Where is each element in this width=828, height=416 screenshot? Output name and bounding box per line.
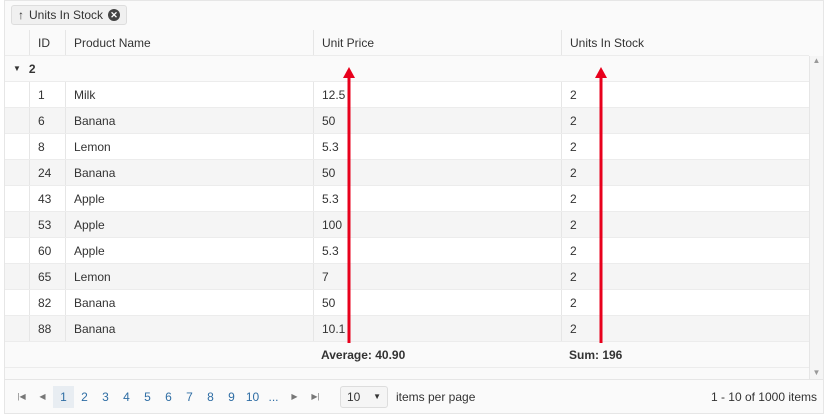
cell-id: 88 bbox=[29, 316, 65, 341]
cell-id: 1 bbox=[29, 82, 65, 107]
cell-unit-price: 5.3 bbox=[313, 238, 561, 263]
column-header-unit-price[interactable]: Unit Price bbox=[313, 30, 561, 55]
page-link[interactable]: 7 bbox=[186, 389, 193, 404]
group-header-row: ▼ 2 bbox=[5, 56, 809, 82]
table-row[interactable]: 43 Apple 5.3 2 bbox=[5, 186, 809, 212]
cell-unit-price: 50 bbox=[313, 160, 561, 185]
cell-product-name: Apple bbox=[65, 212, 313, 237]
page-link[interactable]: 4 bbox=[123, 389, 130, 404]
cell-product-name: Apple bbox=[65, 238, 313, 263]
page-link[interactable]: 8 bbox=[207, 389, 214, 404]
footer-average: Average: 40.90 bbox=[321, 347, 406, 362]
cell-unit-price: 100 bbox=[313, 212, 561, 237]
first-page-icon[interactable]: |◀ bbox=[17, 392, 26, 401]
page-size-select[interactable]: 10 ▼ bbox=[340, 385, 388, 408]
cell-unit-price: 5.3 bbox=[313, 186, 561, 211]
arrow-up-icon: ↑ bbox=[18, 8, 24, 22]
cell-id: 43 bbox=[29, 186, 65, 211]
cell-units-in-stock: 2 bbox=[561, 290, 809, 315]
cell-product-name: Apple bbox=[65, 186, 313, 211]
cell-units-in-stock: 2 bbox=[561, 134, 809, 159]
pager-info: 1 - 10 of 1000 items bbox=[710, 389, 817, 404]
cell-id: 65 bbox=[29, 264, 65, 289]
footer-sum: Sum: 196 bbox=[569, 347, 623, 362]
page-link[interactable]: 1 bbox=[53, 385, 74, 408]
cell-product-name: Lemon bbox=[65, 134, 313, 159]
group-chip[interactable]: ↑ Units In Stock ✕ bbox=[11, 5, 128, 25]
close-circle-icon[interactable]: ✕ bbox=[108, 9, 121, 21]
cell-units-in-stock: 2 bbox=[561, 212, 809, 237]
table-row[interactable]: 88 Banana 10.1 2 bbox=[5, 316, 809, 342]
page-link[interactable]: 9 bbox=[228, 389, 235, 404]
prev-page-icon[interactable]: ◀ bbox=[39, 392, 46, 401]
cell-unit-price: 50 bbox=[313, 108, 561, 133]
cell-unit-price: 5.3 bbox=[313, 134, 561, 159]
cell-units-in-stock: 2 bbox=[561, 238, 809, 263]
last-page-icon[interactable]: ▶| bbox=[311, 392, 320, 401]
group-chip-label: Units In Stock bbox=[29, 8, 104, 22]
cell-product-name: Banana bbox=[65, 316, 313, 341]
cell-units-in-stock: 2 bbox=[561, 82, 809, 107]
table-row[interactable]: 24 Banana 50 2 bbox=[5, 160, 809, 186]
cell-unit-price: 12.5 bbox=[313, 82, 561, 107]
cell-product-name: Lemon bbox=[65, 264, 313, 289]
cell-product-name: Milk bbox=[65, 82, 313, 107]
cell-units-in-stock: 2 bbox=[561, 264, 809, 289]
table-row[interactable]: 53 Apple 100 2 bbox=[5, 212, 809, 238]
table-row[interactable]: 65 Lemon 7 2 bbox=[5, 264, 809, 290]
table-row[interactable]: 6 Banana 50 2 bbox=[5, 108, 809, 134]
cell-units-in-stock: 2 bbox=[561, 160, 809, 185]
cell-unit-price: 10.1 bbox=[313, 316, 561, 341]
cell-product-name: Banana bbox=[65, 108, 313, 133]
column-header-product-name[interactable]: Product Name bbox=[65, 30, 313, 55]
page-link[interactable]: 6 bbox=[165, 389, 172, 404]
group-panel: ↑ Units In Stock ✕ bbox=[5, 1, 823, 30]
cell-units-in-stock: 2 bbox=[561, 186, 809, 211]
pager: |◀ ◀ 1 2 3 4 5 6 7 8 9 10... ▶ ▶| 10 ▼ items per p… bbox=[5, 379, 823, 413]
page-size-value: 10 bbox=[347, 389, 361, 404]
cell-id: 24 bbox=[29, 160, 65, 185]
table-row[interactable]: 1 Milk 12.5 2 bbox=[5, 82, 809, 108]
cell-product-name: Banana bbox=[65, 160, 313, 185]
table-row[interactable]: 60 Apple 5.3 2 bbox=[5, 238, 809, 264]
column-header-units-in-stock[interactable]: Units In Stock bbox=[561, 30, 809, 55]
cell-units-in-stock: 2 bbox=[561, 316, 809, 341]
annotation-arrow-head bbox=[595, 67, 607, 78]
page-link[interactable]: ... bbox=[268, 389, 279, 404]
group-value: 2 bbox=[28, 61, 36, 76]
scroll-down-icon[interactable]: ▼ bbox=[812, 368, 821, 377]
scroll-up-icon[interactable]: ▲ bbox=[812, 56, 821, 65]
page-link[interactable]: 10 bbox=[245, 389, 260, 404]
cell-id: 6 bbox=[29, 108, 65, 133]
table-row[interactable]: 8 Lemon 5.3 2 bbox=[5, 134, 809, 160]
footer-row: Average: 40.90 Sum: 196 bbox=[5, 342, 809, 368]
page-link[interactable]: 2 bbox=[81, 389, 88, 404]
cell-product-name: Banana bbox=[65, 290, 313, 315]
cell-id: 82 bbox=[29, 290, 65, 315]
header-row: ID Product Name Unit Price Units In Stoc… bbox=[5, 30, 809, 56]
cell-unit-price: 50 bbox=[313, 290, 561, 315]
cell-units-in-stock: 2 bbox=[561, 108, 809, 133]
vertical-scrollbar[interactable]: ▲ ▼ bbox=[809, 56, 823, 379]
collapse-caret-icon[interactable]: ▼ bbox=[13, 64, 21, 73]
cell-id: 53 bbox=[29, 212, 65, 237]
chevron-down-icon: ▼ bbox=[373, 392, 381, 401]
data-grid: ↑ Units In Stock ✕ ID Product Name Unit … bbox=[4, 0, 824, 414]
items-per-page-label: items per page bbox=[396, 389, 476, 404]
cell-unit-price: 7 bbox=[313, 264, 561, 289]
next-page-icon[interactable]: ▶ bbox=[291, 392, 298, 401]
annotation-arrow-head bbox=[343, 67, 355, 78]
column-header-id[interactable]: ID bbox=[29, 30, 65, 55]
cell-id: 60 bbox=[29, 238, 65, 263]
page-link[interactable]: 3 bbox=[102, 389, 109, 404]
cell-id: 8 bbox=[29, 134, 65, 159]
page-link[interactable]: 5 bbox=[144, 389, 151, 404]
table-row[interactable]: 82 Banana 50 2 bbox=[5, 290, 809, 316]
